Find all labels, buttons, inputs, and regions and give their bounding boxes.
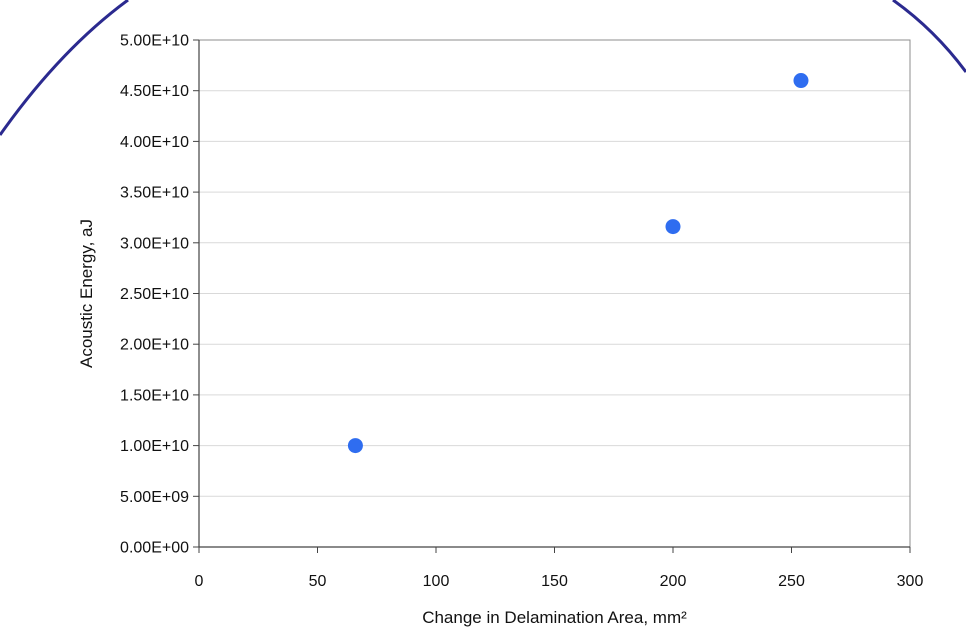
y-tick-label: 1.50E+10: [120, 387, 189, 404]
y-axis-tick-labels: 0.00E+00 5.00E+09 1.00E+10 1.50E+10 2.00E+10…: [120, 33, 189, 557]
gridlines: [199, 39, 910, 497]
x-tick-label: 100: [423, 573, 450, 590]
y-tick-label: 4.50E+10: [120, 83, 189, 100]
axes: [193, 39, 911, 553]
overlay-arc-left: [0, 0, 129, 136]
x-tick-label: 150: [541, 573, 568, 590]
y-tick-label: 3.00E+10: [120, 235, 189, 252]
y-tick-label: 3.50E+10: [120, 185, 189, 202]
x-tick-label: 50: [309, 573, 327, 590]
y-tick-label: 2.50E+10: [120, 286, 189, 303]
y-tick-label: 4.00E+10: [120, 134, 189, 151]
x-tick-label: 300: [897, 573, 924, 590]
data-point: [665, 219, 681, 235]
y-tick-label: 1.00E+10: [120, 438, 189, 455]
x-axis-tick-labels: 0 50 100 150 200 250 300: [195, 573, 924, 590]
y-tick-label: 2.00E+10: [120, 337, 189, 354]
y-tick-label: 5.00E+09: [120, 489, 189, 506]
data-points: [347, 73, 809, 454]
x-tick-label: 0: [195, 573, 204, 590]
overlay-arc-right: [892, 0, 966, 73]
y-tick-label: 0.00E+00: [120, 540, 189, 557]
x-axis-title: Change in Delamination Area, mm²: [422, 608, 687, 627]
x-tick-label: 200: [660, 573, 687, 590]
y-tick-label: 5.00E+10: [120, 33, 189, 50]
y-axis-title: Acoustic Energy, aJ: [77, 219, 96, 368]
data-point: [347, 438, 363, 454]
data-point: [793, 73, 809, 89]
x-tick-label: 250: [778, 573, 805, 590]
